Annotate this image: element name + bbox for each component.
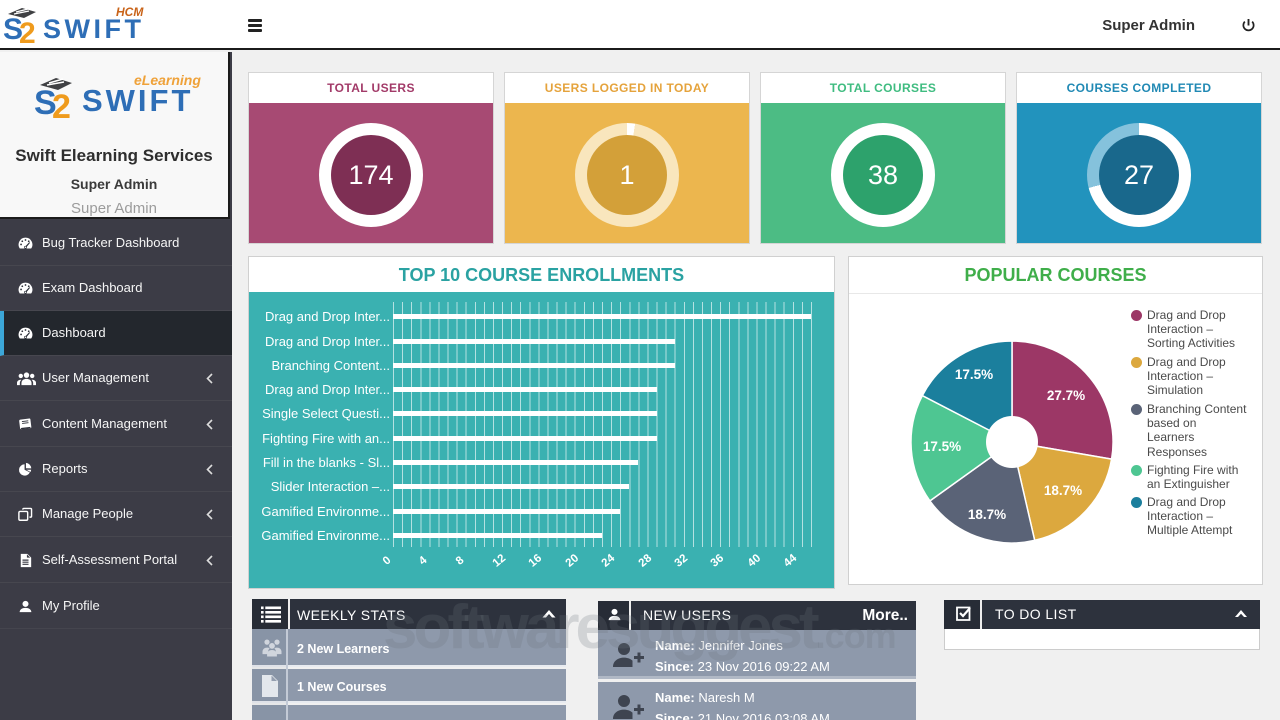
svg-text:18.7%: 18.7% [1044,483,1082,498]
svg-text:2: 2 [19,17,36,48]
svg-text:17.5%: 17.5% [955,367,993,382]
svg-text:2: 2 [52,88,71,122]
svg-text:18.7%: 18.7% [968,507,1006,522]
svg-text:S: S [34,84,57,122]
svg-text:27.7%: 27.7% [1047,388,1085,403]
svg-text:17.5%: 17.5% [923,439,961,454]
svg-text:S: S [3,13,23,46]
